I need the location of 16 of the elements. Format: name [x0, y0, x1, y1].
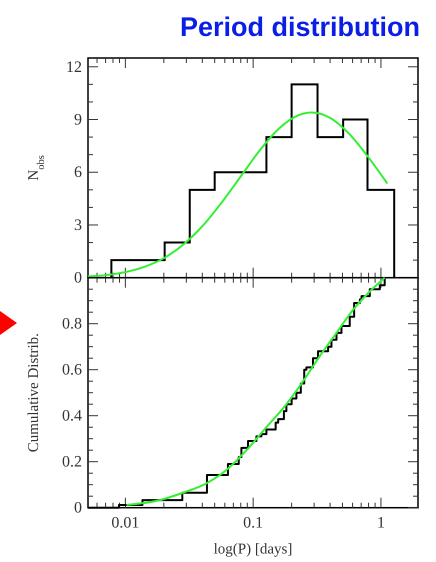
y-tick-label: 0.2	[62, 454, 82, 471]
chart-title: Period distribution	[180, 12, 420, 42]
y-tick-label: 0.6	[62, 362, 82, 379]
y-tick-label: 12	[66, 58, 82, 76]
y-tick-label: 6	[74, 164, 82, 182]
y-axis-title: Cumulative Distrib.	[26, 333, 42, 452]
y-tick-label: 0.4	[62, 408, 82, 425]
x-tick-label: 1	[376, 514, 385, 532]
x-tick-label: 0.01	[111, 514, 140, 532]
y-tick-label: 0.8	[62, 316, 82, 333]
x-tick-label: 0.1	[243, 514, 264, 532]
x-axis-title: log(P) [days]	[214, 542, 292, 558]
y-tick-label: 3	[74, 216, 82, 234]
y-tick-label: 9	[74, 112, 82, 129]
y-tick-label: 0	[74, 270, 82, 287]
y-tick-label: 0	[74, 500, 82, 517]
